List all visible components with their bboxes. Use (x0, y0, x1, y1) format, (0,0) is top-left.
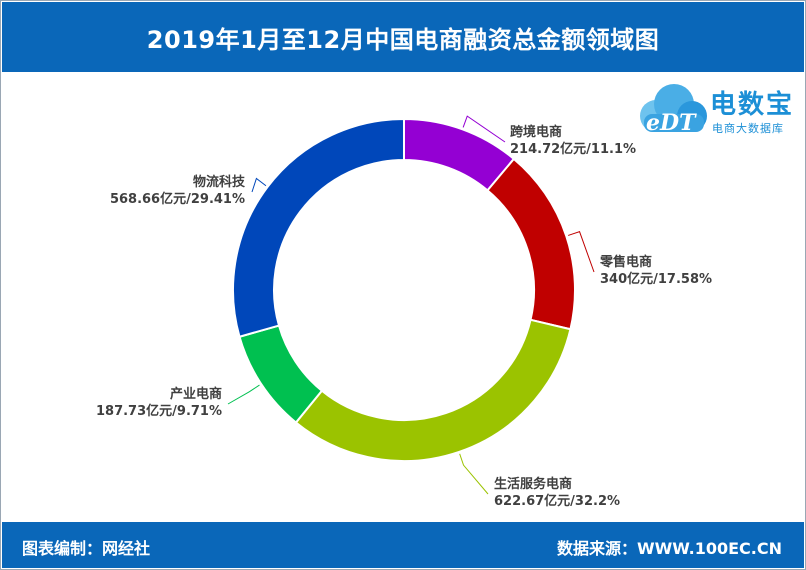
logo-brand: 电数宝 (710, 90, 795, 120)
logo-cloud-text: eDT (646, 110, 697, 136)
leader-line-0 (462, 115, 506, 143)
footer-source: 数据来源：WWW.100EC.CN (556, 539, 782, 558)
logo: eDT 电数宝 电商大数据库 (634, 78, 804, 144)
slice-category-label-2: 生活服务电商 (494, 476, 572, 492)
logo-tagline: 电商大数据库 (712, 122, 784, 135)
slice-value-label-2: 622.67亿元/32.2% (494, 493, 620, 509)
slice-4 (232, 117, 405, 338)
slice-2 (294, 318, 572, 462)
slice-value-label-4: 568.66亿元/29.41% (110, 191, 245, 207)
slice-category-label-0: 跨境电商 (510, 124, 562, 140)
footer-credit: 图表编制：网经社 (22, 539, 151, 558)
slice-1 (486, 157, 576, 331)
leader-line-2 (459, 453, 489, 495)
slice-value-label-3: 187.73亿元/9.71% (96, 403, 222, 419)
leader-line-3 (227, 384, 260, 405)
leader-line-1 (568, 231, 595, 273)
slice-category-label-1: 零售电商 (599, 254, 652, 270)
cloud-logo-icon: eDT (640, 84, 707, 136)
footer: 图表编制：网经社 数据来源：WWW.100EC.CN (2, 522, 804, 568)
leader-line-4 (251, 177, 267, 193)
page-title: 2019年1月至12月中国电商融资总金额领域图 (2, 2, 804, 72)
slice-value-label-1: 340亿元/17.58% (600, 271, 712, 287)
slice-category-label-4: 物流科技 (193, 174, 246, 190)
slice-category-label-3: 产业电商 (170, 386, 222, 402)
slice-value-label-0: 214.72亿元/11.1% (510, 141, 636, 157)
